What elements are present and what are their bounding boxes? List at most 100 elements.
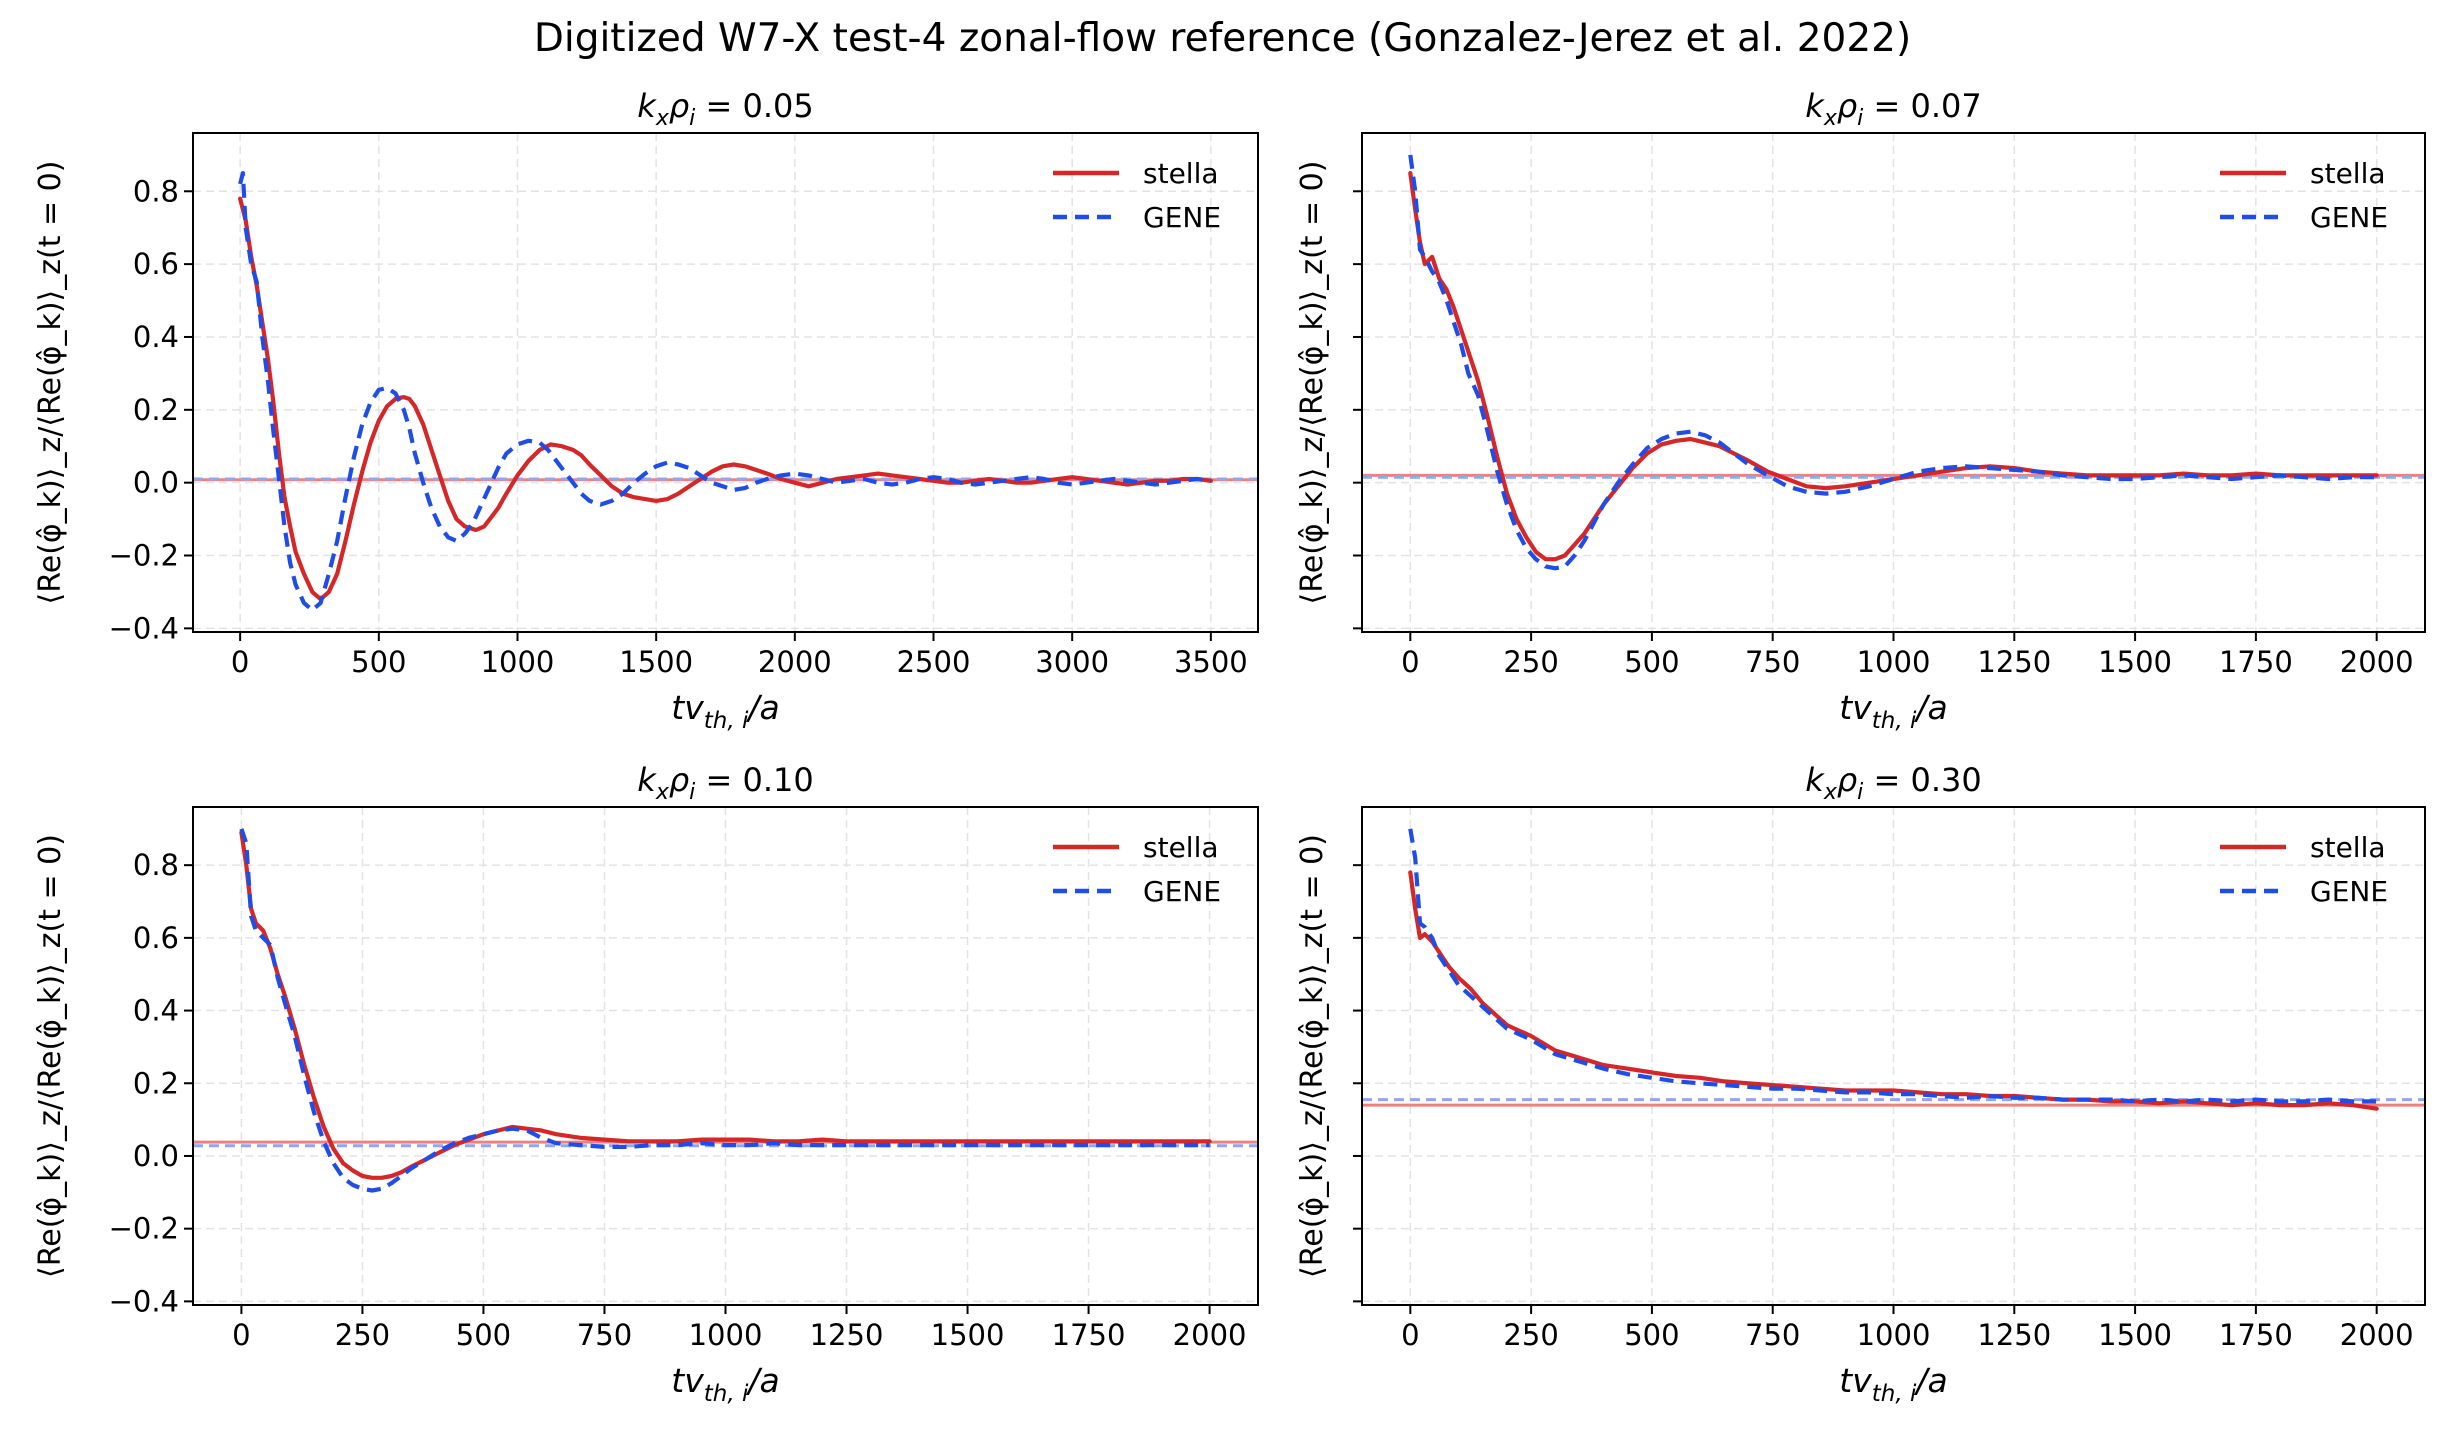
x-axis-label-part: tv [1839, 688, 1872, 727]
x-tick-label: 1500 [931, 1318, 1005, 1352]
x-axis-label: tvth, i/a [671, 688, 779, 734]
legend: stella GENE [1053, 157, 1221, 234]
x-axis-label-part: tv [1839, 1361, 1872, 1400]
panel-title-part: k [1805, 761, 1825, 799]
panel-title-part: ρ [669, 761, 689, 799]
x-tick-label: 500 [1624, 645, 1679, 679]
panel-title-part: i [689, 780, 695, 805]
legend-stella-label: stella [2310, 157, 2386, 190]
x-tick-label: 1250 [1977, 1318, 2051, 1352]
panel-title-part: k [637, 87, 657, 125]
x-tick-label: 0 [1401, 645, 1419, 679]
panel-2: 0 250 500 750 1000 1250 1500 1750 2000 kxρi = 0.0… [1295, 87, 2426, 734]
y-tick-label: 0.8 [133, 174, 179, 208]
panel-4: 0 250 500 750 1000 1250 1500 1750 2000 kxρi = 0.3… [1295, 761, 2426, 1407]
stella-series-line [238, 196, 1214, 602]
x-tick-label: 2000 [2340, 1318, 2414, 1352]
y-tick-label: 0.2 [133, 1066, 179, 1100]
y-tick-label: 0.2 [133, 393, 179, 427]
x-axis-label-part: th, i [1872, 708, 1917, 734]
panel-title-part: i [689, 106, 695, 131]
x-tick-label: 500 [1624, 1318, 1679, 1352]
panel-title: kxρi = 0.30 [1805, 761, 1981, 805]
panel-title-part: = 0.07 [1863, 87, 1981, 125]
panel-3: 0 250 500 750 1000 1250 1500 1750 2000 −0.4 −0.2 0.… [33, 761, 1259, 1407]
y-tick-label: 0.0 [133, 1139, 179, 1173]
legend-gene-label: GENE [2310, 875, 2388, 908]
x-axis-label-part: th, i [704, 1381, 749, 1407]
y-axis-label: ⟨Re(φ̂_k)⟩_z/⟨Re(φ̂_k)⟩_z(t = 0) [1295, 834, 1330, 1278]
panel-title-part: = 0.30 [1863, 761, 1981, 799]
gene-series-line [1408, 828, 2377, 1104]
x-tick-label: 0 [1401, 1318, 1419, 1352]
panel-title-part: x [655, 780, 670, 805]
y-axis-label: ⟨Re(φ̂_k)⟩_z/⟨Re(φ̂_k)⟩_z(t = 0) [33, 161, 68, 605]
panel-title-part: k [637, 761, 657, 799]
panel-title-part: x [1823, 780, 1838, 805]
axes-frame [192, 132, 1259, 633]
x-tick-label: 500 [351, 645, 406, 679]
legend-stella-label: stella [1143, 157, 1219, 190]
panel-title: kxρi = 0.10 [637, 761, 813, 805]
x-tick-label: 2500 [897, 645, 971, 679]
panel-title-part: ρ [1837, 761, 1857, 799]
x-axis-label-part: tv [671, 688, 704, 727]
panel-title-part: = 0.05 [695, 87, 813, 125]
x-tick-label: 1000 [1857, 1318, 1931, 1352]
x-tick-label: 250 [335, 1318, 390, 1352]
x-tick-label: 2000 [758, 645, 832, 679]
grid [1362, 807, 2425, 1305]
x-tick-label: 2000 [2340, 645, 2414, 679]
x-tick-label: 0 [231, 645, 249, 679]
legend: stella GENE [2220, 831, 2388, 908]
y-tick-label: −0.2 [109, 1212, 179, 1246]
stella-series-line [1408, 870, 2379, 1111]
x-axis-label-part: /a [1913, 1361, 1947, 1400]
y-tick-label: 0.0 [133, 466, 179, 500]
x-tick-label: 3500 [1174, 645, 1248, 679]
x-tick-label: 750 [1745, 645, 1800, 679]
x-tick-label: 1000 [689, 1318, 763, 1352]
y-tick-label: −0.2 [109, 539, 179, 573]
x-tick-label: 1000 [1857, 645, 1931, 679]
stella-series-line [1408, 171, 2379, 562]
y-axis-label: ⟨Re(φ̂_k)⟩_z/⟨Re(φ̂_k)⟩_z(t = 0) [33, 834, 68, 1278]
grid [193, 133, 1258, 632]
panel-title-part: x [655, 106, 670, 131]
x-tick-label: 2000 [1173, 1318, 1247, 1352]
panel-title: kxρi = 0.07 [1805, 87, 1981, 131]
x-tick-label: 1750 [1052, 1318, 1126, 1352]
y-tick-label: −0.4 [109, 611, 179, 645]
x-axis-label: tvth, i/a [671, 1361, 779, 1407]
gene-series-line [239, 828, 1210, 1193]
grid [1362, 133, 2425, 632]
figure-title: Digitized W7-X test-4 zonal-flow referen… [533, 16, 1912, 61]
panel-title-part: k [1805, 87, 1825, 125]
x-tick-label: 1500 [619, 645, 693, 679]
x-axis-label-part: /a [745, 688, 779, 727]
panel-title-part: i [1857, 106, 1863, 131]
gene-series-line [238, 171, 1212, 613]
legend-stella-label: stella [1143, 831, 1219, 864]
x-tick-label: 1750 [2219, 1318, 2293, 1352]
y-tick-label: 0.6 [133, 921, 179, 955]
y-tick-label: 0.4 [133, 994, 179, 1028]
panel-title: kxρi = 0.05 [637, 87, 813, 131]
x-tick-label: 1000 [481, 645, 555, 679]
gene-series-line [1408, 154, 2377, 571]
x-tick-label: 1250 [1977, 645, 2051, 679]
x-tick-label: 250 [1503, 645, 1558, 679]
x-tick-label: 0 [232, 1318, 250, 1352]
x-tick-label: 750 [1745, 1318, 1800, 1352]
y-tick-label: 0.4 [133, 320, 179, 354]
x-tick-label: 500 [456, 1318, 511, 1352]
x-axis-label-part: /a [1913, 688, 1947, 727]
x-axis-label: tvth, i/a [1839, 688, 1947, 734]
y-tick-label: 0.6 [133, 247, 179, 281]
panel-title-part: ρ [669, 87, 689, 125]
x-tick-label: 250 [1503, 1318, 1558, 1352]
x-axis-label-part: th, i [1872, 1381, 1917, 1407]
panel-1: 0 500 1000 1500 2000 2500 3000 3500 −0.4 −0.2 0.0 0… [33, 87, 1259, 734]
